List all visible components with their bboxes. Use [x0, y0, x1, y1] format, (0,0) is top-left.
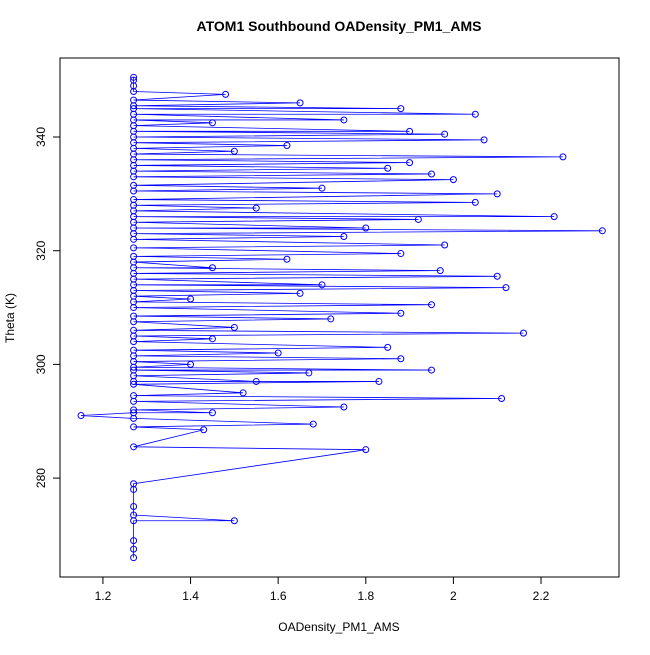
data-point: [384, 343, 392, 351]
data-point: [318, 184, 326, 192]
data-point: [427, 170, 435, 178]
y-tick-label: 340: [34, 127, 48, 147]
data-point: [130, 545, 138, 553]
data-point: [493, 190, 501, 198]
data-point: [130, 380, 138, 388]
data-point: [559, 153, 567, 161]
data-point: [362, 446, 370, 454]
y-tick-label: 280: [34, 468, 48, 488]
y-tick-label: 320: [34, 240, 48, 260]
data-point: [77, 412, 85, 420]
data-point: [130, 196, 138, 204]
chart-title: ATOM1 Southbound OADensity_PM1_AMS: [197, 18, 482, 34]
plot-frame: [59, 57, 620, 578]
data-point: [436, 267, 444, 275]
data-point: [252, 377, 260, 385]
data-point: [130, 366, 138, 374]
data-point: [274, 349, 282, 357]
data-point: [130, 73, 138, 81]
data-point: [208, 409, 216, 417]
x-tick-label: 1.4: [182, 589, 199, 603]
x-tick-label: 2: [450, 589, 457, 603]
data-point: [480, 136, 488, 144]
data-point: [519, 329, 527, 337]
x-tick-label: 1.6: [270, 589, 287, 603]
data-point: [208, 264, 216, 272]
data-point: [130, 244, 138, 252]
data-point: [375, 377, 383, 385]
x-tick-label: 2.2: [533, 589, 550, 603]
data-point: [130, 554, 138, 562]
data-point: [441, 130, 449, 138]
data-point: [397, 105, 405, 113]
y-tick-label: 300: [34, 354, 48, 374]
data-point: [471, 198, 479, 206]
data-point: [208, 335, 216, 343]
data-point: [397, 309, 405, 317]
data-point: [222, 90, 230, 98]
data-point: [130, 409, 138, 417]
data-point: [340, 403, 348, 411]
data-point: [130, 480, 138, 488]
data-point: [414, 215, 422, 223]
data-point: [130, 326, 138, 334]
data-line: [81, 77, 603, 558]
data-point: [208, 119, 216, 127]
data-point: [130, 252, 138, 260]
data-point: [130, 181, 138, 189]
x-tick-label: 1.2: [95, 589, 112, 603]
data-point: [130, 406, 138, 414]
data-point: [130, 76, 138, 84]
data-point: [598, 227, 606, 235]
data-point: [187, 295, 195, 303]
data-point: [305, 369, 313, 377]
data-point: [296, 99, 304, 107]
data-point: [230, 147, 238, 155]
data-point: [130, 443, 138, 451]
data-point: [471, 110, 479, 118]
data-point: [550, 213, 558, 221]
data-point: [130, 105, 138, 113]
y-axis-label: Theta (K): [3, 293, 17, 343]
data-point: [498, 395, 506, 403]
data-point: [397, 250, 405, 258]
data-point: [441, 241, 449, 249]
data-point: [187, 360, 195, 368]
data-point: [130, 511, 138, 519]
data-point: [309, 420, 317, 428]
data-point: [130, 423, 138, 431]
data-point: [283, 142, 291, 150]
x-axis-label: OADensity_PM1_AMS: [278, 620, 399, 634]
data-point: [200, 426, 208, 434]
data-point: [130, 392, 138, 400]
data-point: [296, 289, 304, 297]
data-point: [493, 272, 501, 280]
data-point: [252, 204, 260, 212]
data-point: [340, 116, 348, 124]
data-point: [397, 355, 405, 363]
data-point: [283, 255, 291, 263]
data-point: [502, 284, 510, 292]
data-point: [318, 281, 326, 289]
data-point: [130, 96, 138, 104]
data-point: [230, 517, 238, 525]
data-point: [406, 127, 414, 135]
data-point: [130, 503, 138, 511]
data-point: [427, 366, 435, 374]
data-point: [239, 389, 247, 397]
data-point: [427, 301, 435, 309]
data-point: [362, 224, 370, 232]
data-point: [449, 176, 457, 184]
data-point: [130, 312, 138, 320]
data-point: [130, 537, 138, 545]
data-point: [130, 346, 138, 354]
x-tick-label: 1.8: [357, 589, 374, 603]
data-point: [384, 164, 392, 172]
data-point: [340, 232, 348, 240]
data-point: [327, 315, 335, 323]
data-point: [230, 323, 238, 331]
data-point: [406, 159, 414, 167]
